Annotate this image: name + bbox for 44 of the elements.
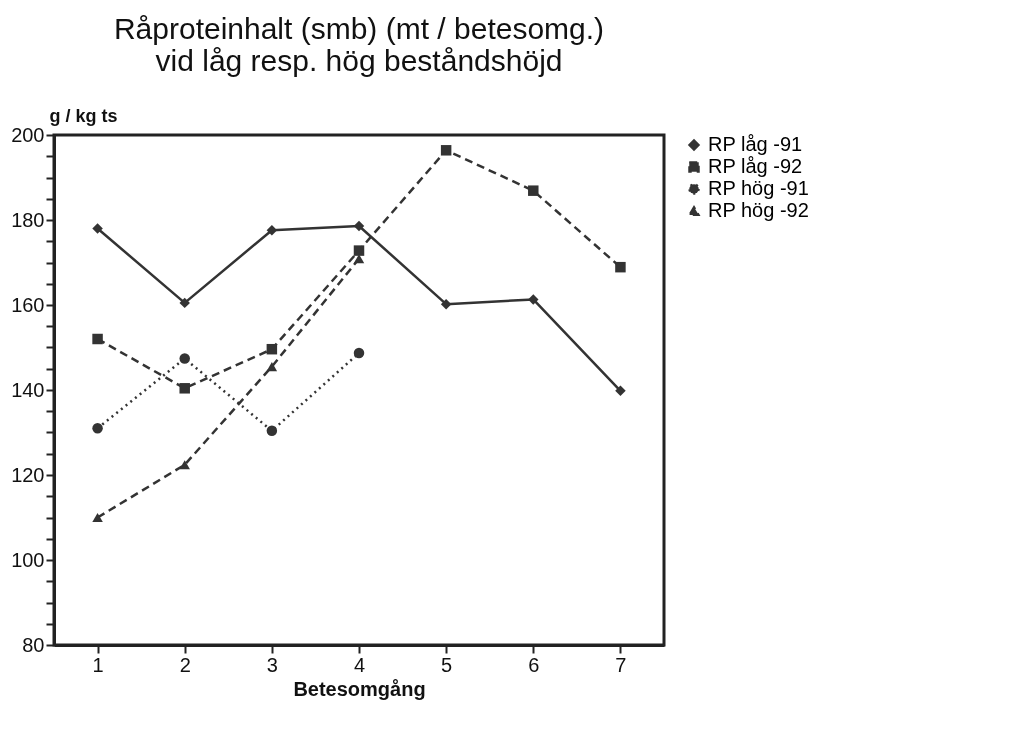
- y-axis-title: g / kg ts: [49, 105, 118, 126]
- y-tick-label: 80: [22, 633, 45, 656]
- point: [266, 362, 278, 372]
- point: [353, 245, 365, 256]
- point: [353, 254, 365, 264]
- point: [179, 460, 190, 470]
- y-tick-label: 180: [11, 208, 45, 231]
- point: [179, 297, 190, 309]
- point: [440, 298, 452, 310]
- point: [353, 220, 365, 232]
- point: [440, 145, 452, 156]
- y-tick-label: 100: [11, 548, 45, 571]
- point: [92, 423, 103, 434]
- point: [266, 224, 278, 236]
- point: [179, 353, 190, 364]
- point: [528, 185, 539, 196]
- point: [92, 223, 103, 234]
- point: [266, 425, 278, 437]
- text: Råproteinhalt (smb) (mt / betesomg.): [113, 12, 605, 45]
- legend-label: RP låg -91: [708, 133, 803, 155]
- legend-label: RP hög -91: [708, 177, 809, 199]
- point: [92, 512, 103, 523]
- x-tick-label: 7: [615, 653, 627, 676]
- x-tick-label: 3: [266, 653, 278, 676]
- y-tick-label: 160: [11, 293, 45, 316]
- x-tick-label: 6: [528, 653, 540, 676]
- y-tick-label: 140: [11, 378, 45, 401]
- x-tick-label: 1: [92, 653, 104, 676]
- point: [615, 261, 626, 273]
- point: [179, 383, 190, 394]
- x-tick-label: 5: [441, 653, 453, 676]
- y-tick-label: 200: [11, 123, 45, 146]
- point: [353, 347, 365, 359]
- x-tick-label: 4: [353, 653, 366, 676]
- y-tick-label: 120: [11, 463, 45, 486]
- point: [615, 385, 626, 397]
- point: [266, 343, 278, 355]
- x-tick-label: 2: [179, 653, 191, 676]
- text: vid låg resp. hög beståndshöjd: [155, 44, 563, 77]
- point: [528, 294, 539, 305]
- point: [92, 333, 103, 345]
- legend-label: RP hög -92: [708, 199, 809, 221]
- legend-label: RP låg -92: [708, 155, 803, 177]
- x-axis-title: Betesomgång: [293, 677, 426, 700]
